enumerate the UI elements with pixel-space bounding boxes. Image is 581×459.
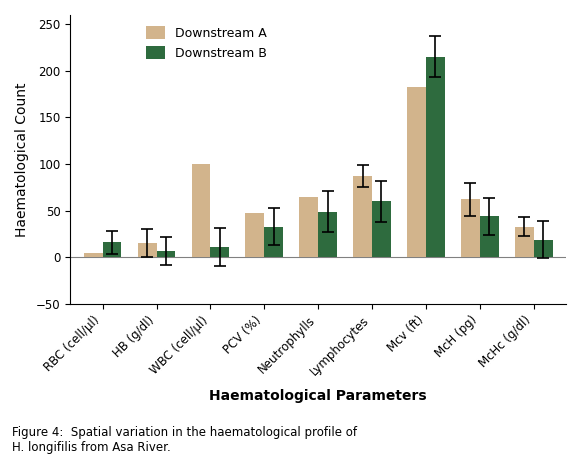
Bar (515, 227, 534, 257)
Bar (407, 87, 426, 257)
Bar (461, 200, 480, 257)
Bar (84, 252, 103, 257)
Bar (426, 57, 445, 257)
Bar (318, 212, 337, 257)
Bar (299, 197, 318, 257)
Bar (210, 247, 229, 257)
Bar (353, 176, 372, 257)
Bar (156, 251, 175, 257)
Bar (138, 243, 156, 257)
X-axis label: Haematological Parameters: Haematological Parameters (209, 389, 427, 403)
Y-axis label: Haematological Count: Haematological Count (15, 82, 29, 237)
Bar (103, 242, 121, 257)
Legend: Downstream A, Downstream B: Downstream A, Downstream B (141, 21, 271, 65)
Bar (192, 164, 210, 257)
Bar (534, 240, 553, 257)
Text: Figure 4:  Spatial variation in the haematological profile of
H. longifilis from: Figure 4: Spatial variation in the haema… (12, 426, 357, 454)
Bar (245, 213, 264, 257)
Bar (480, 216, 498, 257)
Bar (372, 202, 391, 257)
Bar (264, 227, 283, 257)
